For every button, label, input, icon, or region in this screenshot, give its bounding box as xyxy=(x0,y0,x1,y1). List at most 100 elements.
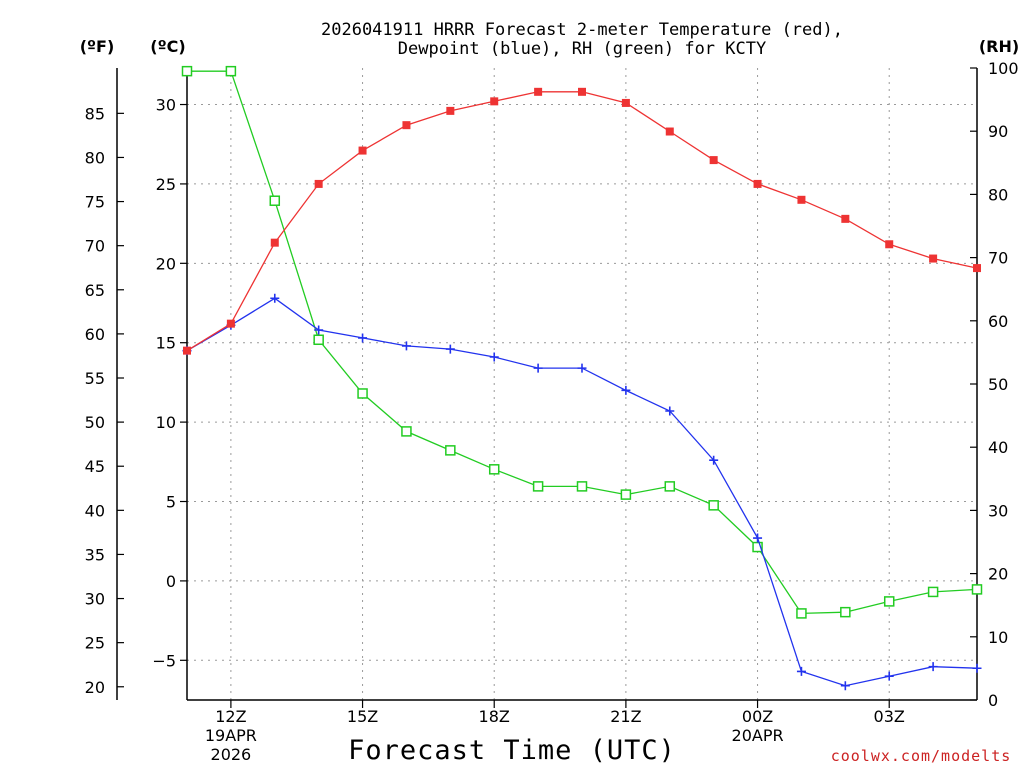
rh-tick-label: 40 xyxy=(988,438,1008,457)
rh-point xyxy=(401,426,412,437)
dewpoint-point xyxy=(709,455,719,465)
grid-lines xyxy=(187,68,977,700)
celsius-tick-label: −5 xyxy=(152,651,176,670)
temperature-point xyxy=(665,127,674,136)
rh-point xyxy=(664,481,676,492)
celsius-tick-label: 20 xyxy=(156,254,176,273)
chart-title-line2: Dewpoint (blue), RH (green) for KCTY xyxy=(398,39,766,59)
x-tick-label: 21Z xyxy=(610,707,641,726)
celsius-tick-label: 25 xyxy=(156,175,176,194)
x-tick-label: 15Z xyxy=(347,707,378,726)
rh-point xyxy=(576,481,588,492)
rh-point xyxy=(313,334,324,346)
fahrenheit-unit-label: (ºF) xyxy=(80,37,115,56)
fahrenheit-tick-label: 40 xyxy=(85,501,105,520)
rh-tick-label: 70 xyxy=(988,249,1008,268)
dewpoint-point xyxy=(401,341,411,351)
x-tick-label: 00Z xyxy=(742,707,773,726)
temperature-point xyxy=(358,146,367,155)
dewpoint-point xyxy=(621,385,631,395)
rh-tick-label: 30 xyxy=(988,501,1008,520)
rh-point xyxy=(840,606,851,618)
rh-unit-label: (RH) xyxy=(979,37,1019,56)
x-axis-title: Forecast Time (UTC) xyxy=(348,735,676,766)
dewpoint-point xyxy=(358,333,368,343)
temperature-point xyxy=(314,179,323,188)
fahrenheit-tick-label: 65 xyxy=(85,281,105,300)
fahrenheit-tick-label: 75 xyxy=(85,193,105,212)
rh-tick-label: 20 xyxy=(988,565,1008,584)
dewpoint-point xyxy=(445,344,455,354)
x-tick-date-label: 20APR xyxy=(732,726,784,745)
rh-point xyxy=(357,388,368,399)
rh-line xyxy=(187,70,978,615)
temperature-point xyxy=(446,106,455,115)
rh-point xyxy=(883,596,895,607)
dewpoint-point xyxy=(753,533,763,543)
dewpoint-point xyxy=(489,352,499,362)
temperature-point xyxy=(578,87,586,96)
dewpoint-point xyxy=(577,363,587,373)
celsius-tick-label: 0 xyxy=(166,572,176,591)
rh-tick-label: 10 xyxy=(988,628,1008,647)
rh-point xyxy=(971,584,983,595)
dewpoint-line xyxy=(186,297,978,687)
dewpoint-point xyxy=(665,406,675,416)
temperature-point xyxy=(183,346,191,355)
rh-point xyxy=(269,195,281,206)
temperature-point xyxy=(226,319,235,328)
rh-point xyxy=(445,445,456,456)
fahrenheit-tick-label: 20 xyxy=(85,678,105,697)
fahrenheit-tick-label: 30 xyxy=(85,590,105,609)
temperature-point xyxy=(270,238,279,247)
celsius-unit-label: (ºC) xyxy=(150,37,185,56)
fahrenheit-tick-label: 35 xyxy=(85,545,105,564)
rh-point xyxy=(708,500,719,511)
fahrenheit-tick-label: 60 xyxy=(85,325,105,344)
fahrenheit-tick-label: 80 xyxy=(85,148,105,167)
temperature-point xyxy=(490,97,499,106)
temperature-line xyxy=(186,91,978,352)
x-tick-label: 03Z xyxy=(874,707,905,726)
temperature-point xyxy=(929,254,938,263)
celsius-tick-label: 15 xyxy=(156,334,176,353)
celsius-tick-label: 10 xyxy=(156,413,176,432)
fahrenheit-tick-label: 25 xyxy=(85,634,105,653)
data-series xyxy=(181,65,983,691)
x-tick-label: 18Z xyxy=(479,707,510,726)
temperature-point xyxy=(753,179,762,188)
temperature-point xyxy=(973,264,981,273)
fahrenheit-tick-label: 85 xyxy=(85,104,105,123)
rh-point xyxy=(488,464,500,475)
rh-point xyxy=(752,541,763,553)
temperature-point xyxy=(885,240,894,249)
rh-tick-label: 80 xyxy=(988,185,1008,204)
rh-point xyxy=(181,65,193,77)
rh-tick-label: 100 xyxy=(988,59,1019,78)
rh-point xyxy=(620,489,632,500)
dewpoint-point xyxy=(972,663,982,673)
chart-title-line1: 2026041911 HRRR Forecast 2-meter Tempera… xyxy=(321,20,843,40)
fahrenheit-tick-label: 45 xyxy=(85,457,105,476)
x-tick-year-label: 2026 xyxy=(211,745,252,764)
fahrenheit-tick-label: 50 xyxy=(85,413,105,432)
credit-text: coolwx.com/modelts xyxy=(831,747,1012,765)
dewpoint-point xyxy=(270,293,280,303)
rh-point xyxy=(532,481,544,492)
rh-point xyxy=(927,586,939,598)
rh-tick-label: 50 xyxy=(988,375,1008,394)
dewpoint-point xyxy=(796,666,806,676)
rh-point xyxy=(225,65,237,77)
dewpoint-point xyxy=(533,363,543,373)
rh-point xyxy=(796,608,807,619)
rh-tick-label: 0 xyxy=(988,691,998,710)
temperature-point xyxy=(709,156,718,165)
axes: 20 25 30 35 40 45 50 55 60 65 70 75 80 85 −5 0 5 10 15 20 25… xyxy=(85,59,1019,764)
rh-tick-label: 90 xyxy=(988,122,1008,141)
dewpoint-point xyxy=(840,681,850,691)
x-tick-label: 12Z xyxy=(215,707,246,726)
rh-tick-label: 60 xyxy=(988,312,1008,331)
celsius-tick-label: 5 xyxy=(166,493,176,512)
dewpoint-point xyxy=(928,662,938,672)
